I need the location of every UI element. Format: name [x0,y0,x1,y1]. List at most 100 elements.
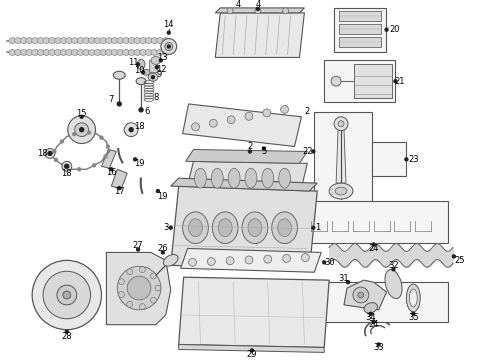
Ellipse shape [94,49,101,55]
Ellipse shape [146,49,152,55]
Text: 23: 23 [408,155,418,164]
Circle shape [80,115,83,118]
Bar [149,60,157,72]
Ellipse shape [113,71,125,79]
Ellipse shape [164,255,178,266]
Circle shape [209,119,217,127]
Ellipse shape [66,49,73,55]
Circle shape [127,301,133,307]
Ellipse shape [128,49,135,55]
Circle shape [80,128,84,132]
Text: 14: 14 [164,20,174,29]
Text: 18: 18 [61,169,72,178]
Circle shape [151,76,154,79]
Ellipse shape [72,37,78,44]
Ellipse shape [117,37,124,44]
Ellipse shape [20,37,27,44]
Ellipse shape [162,37,169,44]
Circle shape [127,276,151,300]
Text: 5: 5 [261,147,267,156]
Ellipse shape [262,168,274,188]
Circle shape [65,164,69,168]
Ellipse shape [66,37,73,44]
Ellipse shape [89,49,96,55]
Text: 24: 24 [368,320,379,329]
Circle shape [100,136,103,139]
Ellipse shape [212,212,238,243]
Circle shape [405,158,408,161]
Text: 29: 29 [246,350,257,359]
Circle shape [129,128,133,132]
Circle shape [32,260,101,330]
Circle shape [150,297,156,303]
Circle shape [104,155,107,158]
Circle shape [110,168,113,171]
Circle shape [245,112,253,120]
Circle shape [127,269,133,275]
Text: 16: 16 [106,168,117,177]
Bar [314,112,372,206]
Ellipse shape [245,168,257,188]
Text: 3: 3 [163,223,169,232]
Circle shape [139,108,143,112]
Ellipse shape [37,49,44,55]
Text: 34: 34 [366,313,376,322]
Circle shape [155,285,161,291]
Text: 20: 20 [389,25,400,34]
Ellipse shape [43,49,50,55]
Circle shape [57,285,77,305]
Ellipse shape [32,37,39,44]
Circle shape [117,266,161,310]
Circle shape [377,343,380,346]
Ellipse shape [60,49,67,55]
Circle shape [189,258,196,266]
Ellipse shape [100,49,107,55]
Circle shape [155,66,158,69]
Ellipse shape [134,37,141,44]
Circle shape [43,271,91,319]
Circle shape [48,152,52,156]
Ellipse shape [409,289,417,307]
Ellipse shape [146,37,152,44]
Polygon shape [181,248,321,272]
Circle shape [124,123,138,136]
Text: 31: 31 [339,274,349,283]
Circle shape [142,71,145,74]
Ellipse shape [137,59,145,69]
Circle shape [256,8,259,10]
Circle shape [312,226,315,229]
Circle shape [88,131,91,134]
Ellipse shape [148,73,158,81]
Circle shape [167,31,170,34]
Text: 1: 1 [315,223,320,232]
Circle shape [283,255,291,262]
Circle shape [53,150,56,153]
Text: 25: 25 [455,256,465,265]
Ellipse shape [89,37,96,44]
Bar [309,282,448,322]
Circle shape [346,281,349,284]
Circle shape [385,28,388,31]
Circle shape [139,303,146,310]
Circle shape [394,80,397,83]
Ellipse shape [364,303,377,313]
Polygon shape [183,104,301,147]
Ellipse shape [335,187,347,195]
Polygon shape [111,169,127,189]
Polygon shape [101,149,116,168]
Ellipse shape [77,49,84,55]
Ellipse shape [218,219,232,237]
Circle shape [64,165,67,168]
Ellipse shape [20,49,27,55]
Bar [309,201,448,243]
Circle shape [323,261,326,264]
Polygon shape [106,252,171,325]
Circle shape [192,123,199,131]
Circle shape [139,266,146,273]
Text: 32: 32 [388,261,399,270]
Ellipse shape [140,49,147,55]
Bar [372,141,406,176]
Circle shape [161,251,164,254]
Bar [339,37,381,46]
Text: 18: 18 [37,149,48,158]
